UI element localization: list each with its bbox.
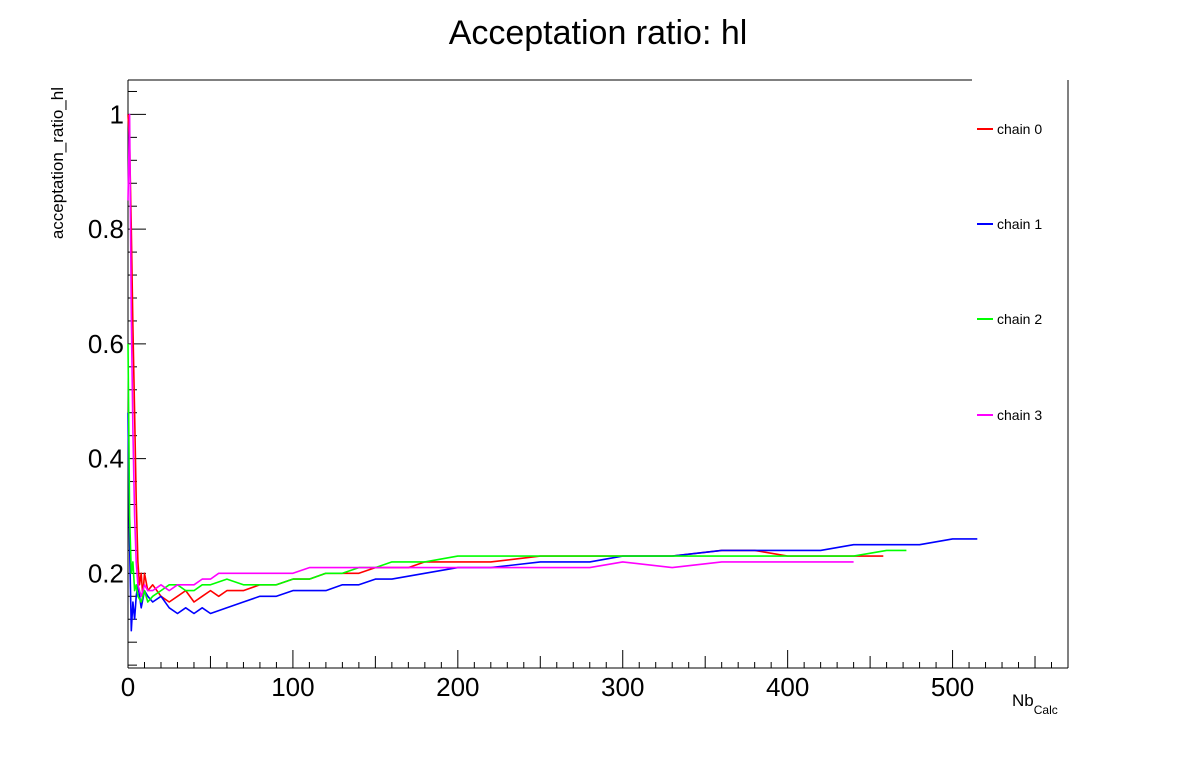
legend-label-chain-1: chain 1: [997, 216, 1042, 232]
x-tick-label: 400: [766, 672, 809, 702]
x-axis-label-subscript: Calc: [1034, 703, 1058, 717]
y-tick-label: 0.2: [88, 558, 124, 588]
series-line-chain-3: [127, 113, 854, 598]
series-line-chain-1: [127, 412, 978, 632]
y-tick-label: 0.4: [88, 444, 124, 474]
x-tick-label: 0: [121, 672, 135, 702]
series-line-chain-0: [127, 114, 884, 603]
legend-label-chain-2: chain 2: [997, 311, 1042, 327]
legend-label-chain-0: chain 0: [997, 121, 1042, 137]
x-axis: 0 100 200 300 400 500: [121, 650, 1053, 702]
legend-label-chain-3: chain 3: [997, 407, 1042, 423]
x-tick-label: 300: [601, 672, 644, 702]
y-tick-label: 1: [110, 99, 124, 129]
y-tick-label: 0.8: [88, 214, 124, 244]
x-tick-label: 500: [931, 672, 974, 702]
x-tick-label: 100: [271, 672, 314, 702]
y-axis: 0.2 0.4 0.6 0.8 1: [88, 90, 146, 666]
legend: chain 0 chain 1 chain 2 chain 3: [977, 121, 1042, 423]
y-axis-label: acceptation_ratio_hl: [48, 87, 67, 239]
chart-title: Acceptation ratio: hl: [449, 14, 748, 52]
x-tick-label: 200: [436, 672, 479, 702]
x-axis-label: NbCalc: [1012, 691, 1058, 717]
series-lines: [127, 113, 978, 632]
y-tick-label: 0.6: [88, 329, 124, 359]
x-axis-label-main: Nb: [1012, 691, 1034, 710]
series-line-chain-2: [127, 343, 907, 603]
plot-frame: [127, 79, 1069, 669]
